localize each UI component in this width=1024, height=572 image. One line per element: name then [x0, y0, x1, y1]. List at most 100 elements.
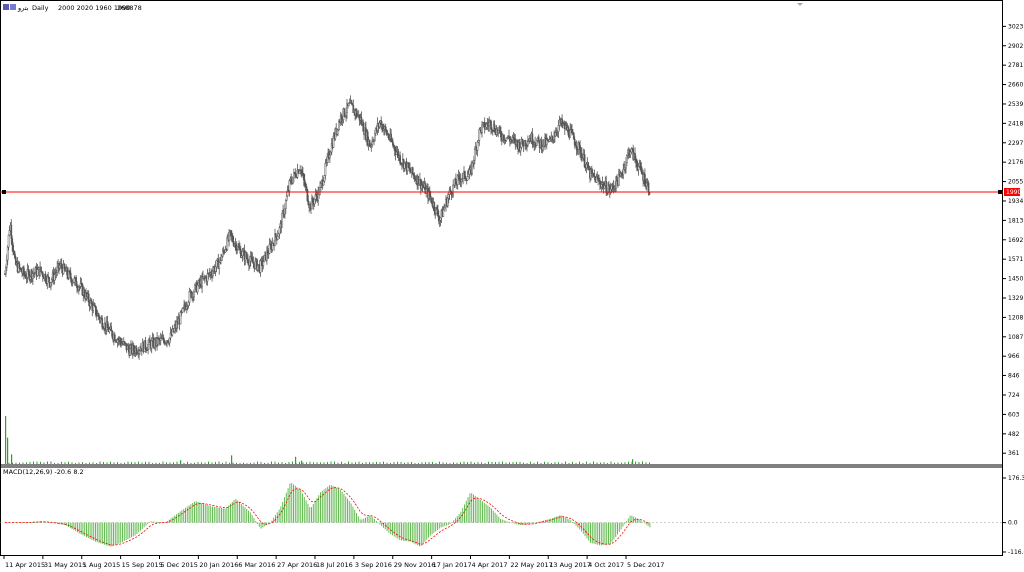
- chart-shift-marker[interactable]: [797, 3, 803, 6]
- macd-histogram-bar: [401, 522, 402, 541]
- volume-bar: [393, 462, 395, 464]
- candle-body: [387, 134, 390, 138]
- volume-bar: [22, 462, 24, 464]
- macd-histogram-bar: [44, 521, 46, 523]
- candle-body: [590, 169, 593, 174]
- macd-histogram-bar: [316, 498, 318, 523]
- macd-histogram-bar: [489, 506, 491, 523]
- candle-body: [256, 259, 258, 271]
- chart-type-icon[interactable]: [3, 4, 9, 10]
- volume-bar: [502, 461, 503, 464]
- candle-body: [579, 145, 581, 155]
- volume-bar: [379, 462, 381, 464]
- macd-histogram-bar: [473, 494, 474, 523]
- candle-body: [23, 267, 25, 275]
- candle-body: [478, 129, 481, 141]
- volume-bar: [624, 462, 626, 464]
- price-tick-label: 2297: [1008, 140, 1023, 147]
- candle-body: [449, 189, 452, 192]
- macd-histogram-bar: [446, 522, 447, 526]
- candle-body: [48, 277, 50, 283]
- macd-histogram-bar: [611, 522, 613, 542]
- volume-bar: [57, 462, 59, 464]
- macd-histogram-bar: [24, 522, 26, 524]
- macd-histogram-bar: [186, 506, 188, 523]
- volume-bar: [526, 463, 528, 464]
- volume-bar: [176, 461, 178, 464]
- macd-histogram-bar: [413, 522, 415, 544]
- volume-bar: [334, 461, 335, 464]
- candle-body: [276, 235, 279, 240]
- macd-histogram-bar: [510, 522, 512, 524]
- candle-body: [218, 262, 221, 269]
- macd-histogram-bar: [242, 505, 244, 523]
- volume-bar: [320, 462, 321, 464]
- volume-bar: [239, 462, 241, 464]
- price-tick-label: 2055: [1008, 179, 1023, 186]
- macd-histogram-bar: [118, 522, 120, 544]
- volume-bar: [491, 461, 493, 464]
- macd-histogram-bar: [75, 522, 77, 532]
- macd-histogram-bar: [194, 501, 195, 523]
- time-tick-label: 20 Jan 2016: [199, 561, 238, 569]
- macd-histogram-bar: [586, 522, 588, 539]
- macd-histogram-bar: [620, 522, 622, 530]
- candle-body: [545, 139, 548, 145]
- volume-bar: [274, 461, 276, 464]
- macd-histogram-bar: [467, 497, 469, 523]
- volume-bar: [225, 461, 227, 464]
- candle-body: [294, 173, 297, 178]
- time-tick-label: 29 Nov 2016: [394, 561, 436, 569]
- macd-histogram-bar: [498, 516, 500, 523]
- volume-bar: [484, 463, 486, 464]
- volume-bar: [638, 461, 640, 464]
- candle-body: [536, 140, 538, 146]
- macd-histogram-bar: [294, 485, 296, 523]
- volume-bar: [155, 462, 157, 464]
- macd-histogram-bar: [114, 522, 116, 545]
- macd-histogram-bar: [237, 500, 239, 523]
- macd-histogram-bar: [532, 522, 534, 524]
- macd-histogram-bar: [492, 510, 494, 523]
- candles: [0, 95, 1003, 360]
- price-tick-label: 2781: [1008, 62, 1023, 69]
- macd-histogram-bar: [253, 518, 255, 523]
- macd-histogram-bar: [404, 522, 406, 541]
- macd-histogram-bar: [336, 487, 338, 523]
- macd-histogram-bar: [215, 507, 217, 523]
- price-tick-label: 1329: [1008, 295, 1023, 302]
- candle-body: [403, 163, 406, 169]
- price-tick-label: 1934: [1008, 198, 1023, 205]
- volume-bar: [89, 462, 90, 464]
- macd-histogram-bar: [642, 521, 644, 523]
- candle-body: [482, 122, 484, 126]
- chart-type-icon[interactable]: [10, 4, 16, 10]
- header-ohlc: 2000 2020 1960 1990: [58, 4, 130, 12]
- candle-body: [575, 145, 578, 150]
- macd-histogram-bar: [507, 521, 509, 523]
- macd-histogram-bar: [573, 522, 575, 524]
- volume-bar: [295, 462, 297, 464]
- volume-bar: [110, 461, 111, 464]
- volume-bar: [635, 461, 636, 464]
- price-tick-label: 846: [1008, 372, 1020, 379]
- candle-body: [551, 135, 554, 139]
- volume-bar: [390, 463, 391, 464]
- volume-bar: [278, 462, 279, 464]
- candle-body: [587, 162, 590, 170]
- macd-histogram-bar: [429, 522, 431, 536]
- candle-body: [537, 136, 540, 142]
- macd-histogram-bar: [501, 519, 503, 523]
- macd-histogram-bar: [417, 522, 419, 546]
- volume-bar: [439, 461, 440, 464]
- macd-histogram-bar: [62, 522, 64, 525]
- volume-bar: [435, 462, 437, 464]
- volume-bar: [7, 437, 9, 464]
- macd-histogram-bar: [359, 519, 361, 523]
- macd-histogram-bar: [438, 522, 440, 529]
- candle-body: [637, 166, 640, 170]
- macd-histogram-bar: [212, 506, 213, 523]
- time-tick-label: 18 Jul 2016: [316, 561, 353, 569]
- macd-histogram-bar: [136, 522, 138, 534]
